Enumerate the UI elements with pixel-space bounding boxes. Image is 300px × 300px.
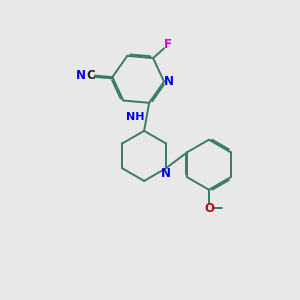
Text: O: O (205, 202, 214, 214)
Text: F: F (164, 38, 172, 51)
Text: NH: NH (126, 112, 145, 122)
Text: N: N (161, 167, 171, 180)
Text: N: N (164, 74, 173, 88)
Text: N: N (76, 69, 86, 82)
Text: C: C (86, 69, 95, 82)
